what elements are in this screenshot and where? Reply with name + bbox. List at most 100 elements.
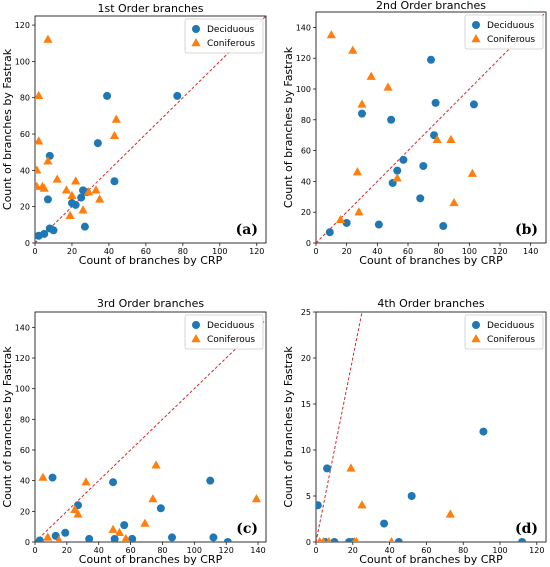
markers	[35, 34, 182, 240]
chart-title: 1st Order branches	[97, 2, 203, 15]
y-tick-label: 140	[296, 23, 311, 32]
point-coniferous	[35, 90, 44, 100]
point-deciduous	[110, 534, 119, 542]
point-coniferous	[446, 134, 456, 144]
point-coniferous	[114, 527, 125, 536]
y-tick-label: 120	[15, 354, 30, 363]
y-tick-label: 40	[301, 177, 311, 186]
point-coniferous	[354, 207, 364, 216]
point-coniferous	[348, 45, 358, 54]
y-tick-label: 20	[301, 354, 311, 363]
x-tick-label: 80	[178, 247, 188, 256]
chart-title: 4th Order branches	[377, 297, 485, 310]
y-tick-label: 25	[301, 308, 311, 317]
chart-title: 3rd Order branches	[97, 297, 205, 310]
legend-box	[464, 14, 544, 50]
reference-line-y-equals-x	[316, 12, 546, 243]
plot-frame	[315, 11, 547, 244]
point-coniferous	[151, 460, 161, 469]
point-coniferous	[148, 494, 158, 503]
chart-title: 2nd Order branches	[376, 0, 486, 12]
legend-marker-coniferous	[191, 38, 201, 47]
chart-panel-3: 3rd Order branches 0 20 40 60 80 100 120 140 0 20 4…	[1, 297, 267, 566]
y-tick-label: 40	[20, 477, 30, 486]
x-tick-label: 120	[219, 546, 234, 555]
legend-marker-deciduous	[192, 25, 200, 33]
y-tick-label: 0	[25, 538, 30, 547]
plot-frame	[34, 15, 267, 244]
point-coniferous	[335, 214, 346, 224]
legend-box	[184, 18, 264, 54]
markers	[325, 30, 478, 237]
point-deciduous	[71, 200, 80, 209]
point-deciduous	[469, 100, 478, 109]
point-deciduous	[479, 427, 488, 436]
panel-label: (b)	[515, 222, 538, 238]
point-coniferous	[251, 494, 262, 503]
point-deciduous	[407, 492, 416, 500]
point-coniferous	[326, 537, 332, 542]
x-tick-label: 20	[62, 546, 72, 555]
point-coniferous	[445, 509, 455, 518]
point-coniferous	[43, 532, 53, 541]
point-deciduous	[380, 519, 389, 528]
point-coniferous	[81, 477, 91, 486]
x-tick-label: 0	[313, 247, 318, 256]
x-axis-label: Count of branches by CRP	[79, 553, 223, 566]
legend-label: Deciduous	[487, 21, 535, 31]
chart-panel-2: 2nd Order branches 0 20 40 60 80 100 120 140 0 20 4…	[282, 0, 547, 267]
x-tick-label: 0	[32, 247, 37, 256]
plot-frame	[315, 311, 547, 543]
point-coniferous	[109, 130, 120, 140]
point-deciduous	[43, 195, 52, 204]
legend-label: Coniferous	[207, 335, 255, 345]
point-coniferous	[43, 156, 53, 165]
x-axis-label: Count of branches by CRP	[359, 254, 503, 267]
point-coniferous	[55, 535, 63, 542]
point-deciduous	[120, 521, 129, 530]
point-deciduous	[374, 220, 383, 229]
point-deciduous	[416, 194, 425, 203]
point-coniferous	[70, 504, 80, 513]
point-coniferous	[388, 537, 395, 542]
point-coniferous	[52, 174, 62, 183]
point-deciduous	[85, 534, 94, 542]
point-coniferous	[95, 194, 105, 203]
y-tick-label: 0	[306, 239, 311, 248]
legend-label: Coniferous	[487, 35, 535, 45]
reference-line-y-equals-x	[316, 312, 363, 542]
x-tick-label: 100	[212, 247, 227, 256]
legend-label: Deciduous	[207, 25, 255, 35]
markers	[35, 460, 262, 542]
x-tick-label: 0	[313, 546, 318, 555]
x-tick-label: 60	[125, 546, 135, 555]
x-tick-label: 20	[342, 247, 352, 256]
legend-marker-deciduous	[192, 321, 200, 329]
y-tick-label: 80	[301, 116, 311, 125]
x-tick-label: 60	[421, 546, 431, 555]
point-deciduous	[394, 538, 403, 542]
point-deciduous	[173, 91, 182, 100]
y-tick-label: 10	[301, 446, 311, 455]
plot-frame	[34, 311, 267, 543]
point-deciduous	[439, 222, 448, 231]
y-tick-label: 80	[20, 415, 30, 424]
y-tick-label: 100	[15, 385, 30, 394]
y-axis-label: Count of branches by Fastrak	[282, 46, 295, 208]
point-coniferous	[111, 114, 121, 123]
point-coniferous	[316, 537, 323, 542]
legend-marker-deciduous	[472, 21, 480, 29]
point-coniferous	[61, 185, 72, 194]
point-coniferous	[65, 210, 75, 219]
legend-label: Coniferous	[487, 335, 535, 345]
point-deciduous	[77, 193, 86, 202]
x-tick-label: 40	[94, 546, 104, 555]
point-coniferous	[43, 34, 53, 43]
reference-line-y-equals-x	[35, 16, 266, 243]
point-deciduous	[358, 109, 366, 118]
point-deciduous	[49, 226, 58, 235]
markers	[316, 427, 527, 542]
point-coniferous	[383, 82, 393, 91]
point-deciduous	[393, 166, 402, 175]
point-coniferous	[38, 472, 48, 481]
